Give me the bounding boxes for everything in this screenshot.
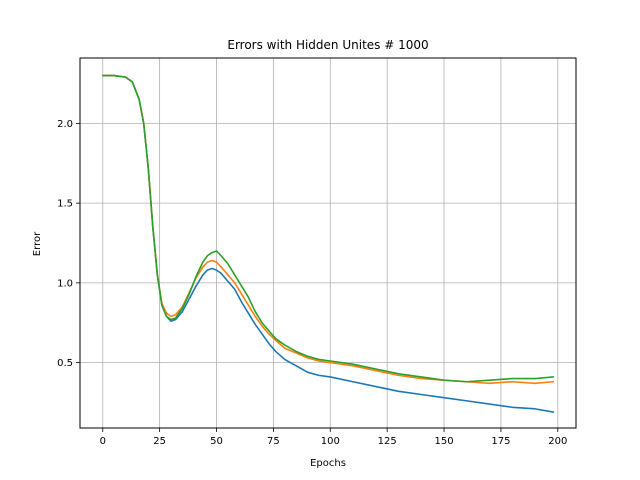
y-tick-label: 0.5 bbox=[57, 358, 73, 369]
x-tick-label: 150 bbox=[434, 436, 453, 447]
series-lines bbox=[101, 74, 555, 413]
grid-lines bbox=[80, 58, 576, 428]
axis-ticks: 0 25 50 75 100 125 150 175 200 0.5 1.0 1.5 2.0 bbox=[57, 119, 567, 447]
y-tick-label: 2.0 bbox=[57, 119, 73, 130]
x-tick-label: 125 bbox=[378, 436, 397, 447]
x-tick-label: 200 bbox=[548, 436, 567, 447]
x-tick-label: 75 bbox=[267, 436, 280, 447]
series-line-3 bbox=[101, 74, 555, 383]
x-tick-label: 0 bbox=[100, 436, 106, 447]
x-axis-title: Epochs bbox=[310, 458, 346, 469]
x-tick-label: 100 bbox=[321, 436, 340, 447]
y-tick-label: 1.0 bbox=[57, 278, 73, 289]
x-tick-label: 25 bbox=[153, 436, 166, 447]
y-tick-label: 1.5 bbox=[57, 199, 73, 210]
x-tick-label: 175 bbox=[491, 436, 510, 447]
plot-frame bbox=[79, 57, 577, 429]
chart-title: Errors with Hidden Unites # 1000 bbox=[227, 38, 428, 52]
y-axis-title: Error bbox=[32, 231, 43, 256]
x-tick-label: 50 bbox=[210, 436, 223, 447]
